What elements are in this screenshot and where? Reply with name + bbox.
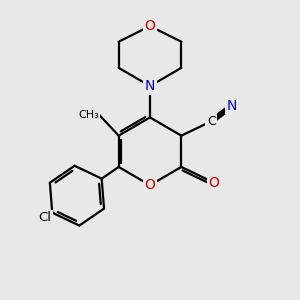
Text: Cl: Cl bbox=[38, 211, 51, 224]
Text: O: O bbox=[208, 176, 219, 190]
Text: O: O bbox=[145, 19, 155, 33]
Text: N: N bbox=[145, 79, 155, 93]
Text: CH₃: CH₃ bbox=[78, 110, 99, 120]
Text: O: O bbox=[145, 178, 155, 192]
Text: N: N bbox=[227, 99, 237, 113]
Text: C: C bbox=[207, 115, 216, 128]
